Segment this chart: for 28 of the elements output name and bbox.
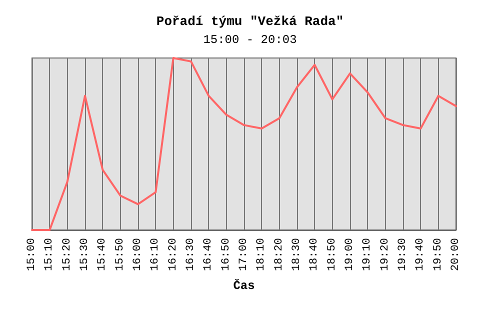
chart-title: Pořadí týmu "Vežká Rada"	[156, 14, 344, 29]
x-tick-label: 16:50	[220, 238, 232, 272]
x-tick-label: 18:10	[256, 238, 268, 272]
x-tick-label: 16:10	[150, 238, 162, 272]
x-tick-label: 18:20	[273, 238, 286, 272]
x-tick-label: 19:40	[414, 238, 427, 272]
x-tick-label: 17:00	[238, 238, 250, 272]
x-tick-label: 18:40	[308, 238, 321, 272]
x-tick-label: 16:00	[132, 238, 144, 272]
x-tick-label: 19:50	[432, 238, 444, 272]
x-tick-label: 15:40	[96, 238, 109, 272]
x-tick-label: 16:30	[185, 238, 197, 272]
x-tick-label: 15:30	[79, 238, 91, 272]
x-tick-label: 19:10	[362, 238, 374, 272]
x-tick-label: 20:00	[450, 238, 462, 272]
x-tick-label: 19:30	[397, 238, 409, 272]
x-tick-label: 18:30	[291, 238, 303, 272]
chart-subtitle: 15:00 - 20:03	[203, 33, 297, 47]
x-tick-label: 15:50	[114, 238, 126, 272]
x-tick-label: 16:20	[167, 238, 180, 272]
x-tick-label: 19:00	[344, 238, 356, 272]
x-axis-title: Čas	[233, 279, 255, 293]
x-tick-label: 15:00	[26, 238, 38, 272]
x-tick-label: 15:10	[44, 238, 56, 272]
x-tick-label: 18:50	[326, 238, 338, 272]
x-tick-label: 16:40	[202, 238, 215, 272]
x-tick-label: 15:20	[61, 238, 74, 272]
x-tick-label: 19:20	[379, 238, 392, 272]
